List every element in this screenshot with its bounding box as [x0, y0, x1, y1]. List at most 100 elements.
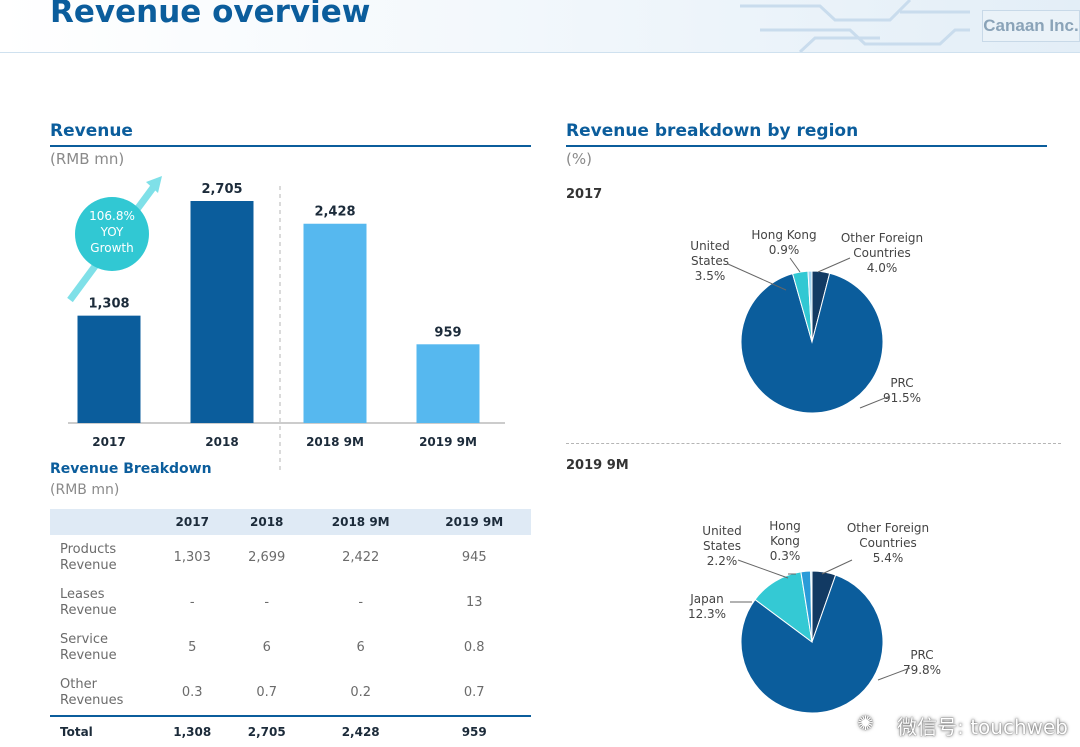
table-row: Leases Revenue - - - 13 [50, 580, 531, 625]
table-cell: 2,422 [342, 550, 380, 565]
bar-2018 [190, 201, 254, 423]
row-label: Products Revenue [50, 535, 155, 580]
pie-slice-hong-kong [810, 570, 813, 643]
table-cell: 2,699 [248, 550, 286, 565]
region-section-divider [566, 145, 1047, 147]
pie-label-other-foreign-countries: Other Foreign [841, 231, 923, 245]
bar-category-label: 2018 [205, 435, 238, 449]
revenue-bar-chart: 106.8% YOY Growth 1,308 2017 2,705 2018 2,42… [67, 176, 505, 470]
table-cell: 0.7 [256, 685, 278, 700]
region-unit: (%) [566, 150, 592, 168]
row-label-line: Revenue [60, 647, 117, 663]
breakdown-unit: (RMB mn) [50, 482, 120, 498]
row-label-line: Other [60, 676, 97, 692]
row-label-line: Revenues [60, 692, 124, 708]
pie-label-united-states: States [691, 254, 729, 268]
page-title: Revenue overview [50, 0, 371, 30]
pie-leader-line [859, 395, 891, 409]
watermark-text: 微信号: touchweb [897, 715, 1068, 739]
pie-label-other-foreign-countries: Countries [853, 246, 911, 260]
pie-label-prc: 79.8% [903, 663, 941, 677]
table-cell: 6 [262, 640, 271, 655]
table-cell: 0.7 [463, 685, 485, 700]
pie-slice-prc [740, 574, 884, 714]
pie-slice-prc [740, 272, 884, 414]
pie-label-hong-kong: 0.9% [769, 243, 800, 257]
company-logo: Canaan Inc. [982, 10, 1080, 42]
bar-value-label: 2,428 [314, 205, 355, 220]
table-cell: 945 [461, 550, 487, 565]
table-cell: 6 [356, 640, 365, 655]
growth-badge-line-2: YOY [100, 225, 124, 239]
total-cell: 1,308 [155, 715, 230, 747]
bar-category-label: 2019 9M [419, 435, 477, 449]
table-cell: 0.3 [181, 685, 203, 700]
circuit-decoration [740, 0, 970, 52]
table-cell: 1,303 [173, 550, 211, 565]
bar-value-label: 1,308 [88, 297, 129, 312]
pie-leader-line [817, 257, 851, 273]
table-header-empty [50, 509, 155, 535]
pie-label-prc: 91.5% [883, 391, 921, 405]
pie-leader-line [877, 667, 911, 681]
table-cell: - [358, 595, 364, 610]
pie-label-hong-kong: 0.3% [770, 549, 801, 563]
total-cell: 2,428 [303, 715, 418, 747]
total-label: Total [50, 715, 155, 747]
growth-badge-line-3: Growth [90, 241, 133, 255]
table-row: Service Revenue 5 6 6 0.8 [50, 625, 531, 670]
row-label-line: Service [60, 631, 109, 647]
pie-label-hong-kong: Hong [769, 519, 801, 533]
pie-2017-title: 2017 [566, 187, 603, 202]
bar-value-label: 2,705 [201, 182, 242, 197]
row-label: Leases Revenue [50, 580, 155, 625]
row-label: Service Revenue [50, 625, 155, 670]
bar-category-label: 2017 [92, 435, 125, 449]
growth-arrow-head [146, 176, 162, 193]
revenue-breakdown-table: 2017 2018 2018 9M 2019 9M Products Revenu… [50, 509, 531, 747]
pie-label-prc: PRC [890, 376, 913, 390]
pie-leader-line [789, 257, 801, 273]
pie-label-other-foreign-countries: Other Foreign [847, 521, 929, 535]
revenue-unit: (RMB mn) [50, 150, 125, 168]
revenue-section-divider [50, 145, 531, 147]
pie-label-other-foreign-countries: 5.4% [873, 551, 904, 565]
row-label: Other Revenues [50, 670, 155, 716]
bar-2019-9m [416, 344, 480, 423]
table-header-cell: 2018 9M [303, 509, 418, 535]
pie-label-united-states: United [690, 239, 729, 253]
growth-badge-line-1: 106.8% [89, 209, 135, 223]
row-label-line: Revenue [60, 602, 117, 618]
wechat-icon: ✺ [857, 711, 874, 735]
table-cell: 0.2 [350, 685, 372, 700]
bar-value-label: 959 [434, 325, 461, 340]
row-label-line: Products [60, 541, 117, 557]
table-cell: - [264, 595, 270, 610]
pie-label-united-states: 2.2% [707, 554, 738, 568]
total-cell: 959 [417, 715, 531, 747]
wechat-watermark: ✺ 微信号: touchweb [857, 711, 1068, 740]
table-cell: - [189, 595, 195, 610]
header-band [0, 0, 1080, 53]
bar-category-label: 2018 9M [306, 435, 364, 449]
bar-2018-9m [303, 223, 367, 423]
region-section-title: Revenue breakdown by region [566, 121, 859, 141]
pie-label-other-foreign-countries: 4.0% [867, 261, 898, 275]
pie-label-united-states: 3.5% [695, 269, 726, 283]
pie-leader-line [821, 559, 853, 575]
bar-2017 [77, 315, 141, 423]
pie-label-united-states: States [703, 539, 741, 553]
pie-label-prc: PRC [910, 648, 933, 662]
pie-leader-line [737, 559, 789, 579]
pie-slice-hong-kong [807, 270, 813, 343]
table-total-row: Total 1,308 2,705 2,428 959 [50, 715, 531, 747]
row-label-line: Revenue [60, 557, 117, 573]
table-row: Other Revenues 0.3 0.7 0.2 0.7 [50, 670, 531, 716]
table-row: Products Revenue 1,303 2,699 2,422 945 [50, 535, 531, 580]
growth-badge-circle [75, 197, 149, 271]
table-header-cell: 2018 [229, 509, 304, 535]
table-cell: 13 [465, 595, 483, 610]
table-cell: 0.8 [463, 640, 485, 655]
